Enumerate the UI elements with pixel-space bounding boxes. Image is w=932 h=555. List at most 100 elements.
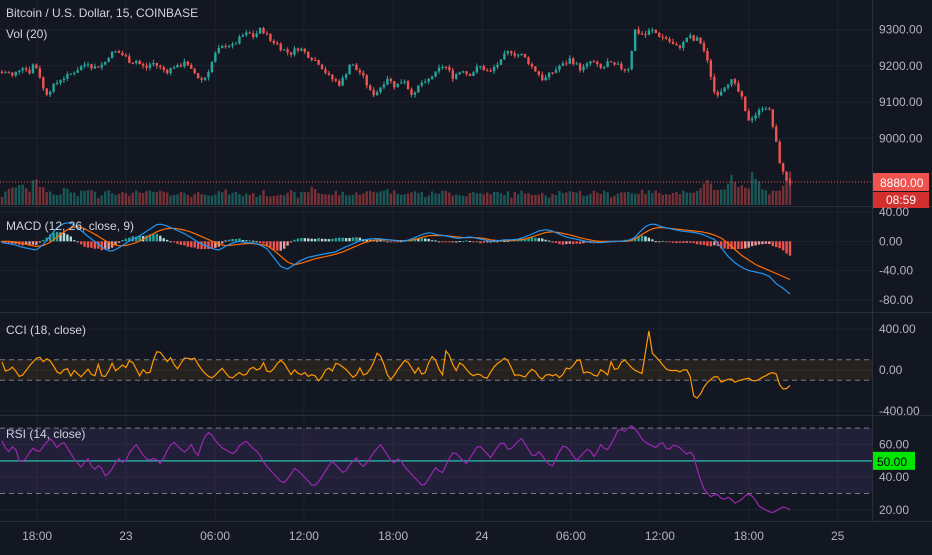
- time-tick-label[interactable]: 06:00: [200, 529, 230, 543]
- candle-body[interactable]: [740, 91, 744, 97]
- rsi-line[interactable]: [1, 424, 791, 514]
- candle-body[interactable]: [231, 43, 234, 46]
- price-tick-label[interactable]: 9300.00: [879, 23, 923, 37]
- candle-body[interactable]: [620, 63, 623, 69]
- price-tick-label[interactable]: 40.00: [879, 205, 909, 219]
- candle-body[interactable]: [313, 59, 317, 61]
- candle-body[interactable]: [441, 66, 444, 68]
- candle-body[interactable]: [4, 72, 7, 74]
- candle-body[interactable]: [214, 52, 217, 62]
- candle-body[interactable]: [193, 68, 196, 74]
- candle-body[interactable]: [458, 72, 461, 75]
- candle-body[interactable]: [93, 66, 97, 69]
- candle-body[interactable]: [279, 43, 282, 51]
- candle-body[interactable]: [190, 64, 193, 69]
- candle-body[interactable]: [592, 61, 596, 63]
- candle-body[interactable]: [200, 78, 203, 80]
- candle-body[interactable]: [227, 45, 231, 47]
- candle-body[interactable]: [69, 73, 73, 75]
- candle-body[interactable]: [396, 83, 399, 88]
- time-tick-label[interactable]: 12:00: [645, 529, 675, 543]
- candle-body[interactable]: [499, 59, 503, 65]
- candle-body[interactable]: [678, 45, 682, 48]
- time-tick-label[interactable]: 23: [119, 529, 133, 543]
- candle-body[interactable]: [716, 92, 719, 96]
- candle-body[interactable]: [417, 85, 420, 93]
- candle-body[interactable]: [551, 72, 554, 74]
- candle-body[interactable]: [338, 80, 341, 86]
- candle-body[interactable]: [695, 37, 699, 41]
- candle-body[interactable]: [424, 81, 427, 83]
- candle-body[interactable]: [451, 70, 454, 79]
- candle-body[interactable]: [296, 48, 300, 51]
- candle-body[interactable]: [410, 89, 413, 95]
- time-tick-label[interactable]: 24: [475, 529, 489, 543]
- candle-body[interactable]: [59, 80, 62, 83]
- candle-body[interactable]: [282, 49, 286, 51]
- candle-body[interactable]: [238, 36, 241, 44]
- price-tick-label[interactable]: 400.00: [879, 322, 916, 336]
- candle-body[interactable]: [162, 67, 165, 70]
- candle-body[interactable]: [203, 77, 207, 80]
- price-axis[interactable]: 9300.00 9200.00 9100.00 9000.00 8880.00 08:59…: [873, 23, 929, 517]
- candle-body[interactable]: [24, 68, 28, 70]
- candle-body[interactable]: [609, 61, 613, 63]
- candle-body[interactable]: [682, 42, 685, 48]
- candle-body[interactable]: [737, 83, 740, 92]
- candle-body[interactable]: [781, 163, 785, 172]
- candle-body[interactable]: [530, 63, 534, 67]
- time-tick-label[interactable]: 18:00: [734, 529, 764, 543]
- candle-body[interactable]: [303, 48, 307, 52]
- candle-body[interactable]: [0, 71, 4, 74]
- candle-body[interactable]: [258, 28, 262, 34]
- candle-body[interactable]: [692, 35, 695, 41]
- time-tick-label[interactable]: 06:00: [556, 529, 586, 543]
- candle-body[interactable]: [403, 81, 406, 83]
- candle-body[interactable]: [399, 82, 403, 84]
- candle-body[interactable]: [114, 51, 117, 53]
- price-tick-label[interactable]: -80.00: [879, 293, 913, 307]
- candle-body[interactable]: [778, 141, 781, 164]
- cci-pane[interactable]: [1, 330, 791, 399]
- candle-body[interactable]: [654, 29, 657, 34]
- candle-body[interactable]: [145, 65, 148, 68]
- candle-body[interactable]: [747, 111, 750, 121]
- candle-body[interactable]: [506, 51, 510, 54]
- rsi-midline-badge[interactable]: [873, 451, 915, 470]
- candle-body[interactable]: [73, 72, 76, 74]
- price-tick-label[interactable]: -400.00: [879, 404, 920, 418]
- candle-body[interactable]: [165, 69, 169, 74]
- candle-body[interactable]: [128, 56, 131, 63]
- candle-body[interactable]: [764, 108, 768, 110]
- candle-body[interactable]: [503, 53, 506, 60]
- macd-pane[interactable]: [0, 222, 792, 295]
- candle-body[interactable]: [561, 63, 565, 66]
- candle-body[interactable]: [713, 76, 716, 93]
- price-tick-label[interactable]: 0.00: [879, 363, 903, 377]
- candle-body[interactable]: [224, 46, 227, 48]
- candle-body[interactable]: [664, 37, 668, 39]
- candle-body[interactable]: [719, 91, 723, 96]
- candle-body[interactable]: [472, 72, 475, 76]
- candle-body[interactable]: [176, 65, 179, 68]
- candle-body[interactable]: [183, 61, 186, 67]
- candle-body[interactable]: [135, 60, 138, 64]
- candle-body[interactable]: [324, 69, 327, 73]
- candle-body[interactable]: [455, 74, 458, 79]
- candle-body[interactable]: [623, 68, 627, 71]
- candle-body[interactable]: [602, 67, 606, 69]
- candle-body[interactable]: [269, 33, 272, 41]
- candle-body[interactable]: [289, 52, 293, 55]
- candle-body[interactable]: [527, 57, 530, 64]
- candle-body[interactable]: [217, 47, 220, 53]
- candle-body[interactable]: [131, 62, 134, 64]
- candle-body[interactable]: [699, 37, 702, 44]
- candle-body[interactable]: [365, 75, 368, 86]
- candle-body[interactable]: [172, 67, 176, 69]
- candle-body[interactable]: [83, 64, 86, 67]
- candle-body[interactable]: [520, 53, 523, 56]
- candle-body[interactable]: [479, 66, 482, 68]
- candle-body[interactable]: [651, 29, 654, 31]
- candle-body[interactable]: [262, 28, 265, 34]
- candle-body[interactable]: [21, 68, 24, 71]
